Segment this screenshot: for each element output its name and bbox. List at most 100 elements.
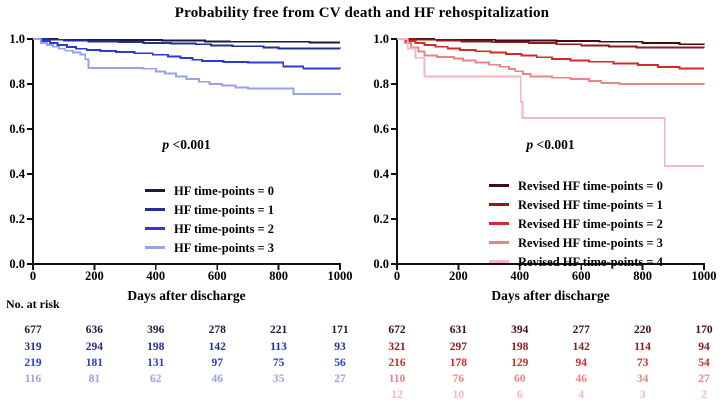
risk-count: 198 [511, 340, 529, 353]
legend-label: HF time-points = 0 [174, 183, 275, 198]
legend-label: Revised HF time-points = 4 [518, 254, 663, 269]
legend-line-swatch [145, 246, 165, 249]
legend-label: HF time-points = 1 [174, 202, 275, 217]
risk-count: 294 [85, 340, 104, 353]
legend-line-swatch [145, 227, 165, 230]
risk-count: 46 [211, 373, 223, 385]
risk-count: 97 [211, 357, 223, 369]
risk-count: 54 [698, 357, 710, 369]
risk-count: 3 [639, 389, 646, 401]
x-axis-title: Days after discharge [491, 288, 610, 303]
legend-label: HF time-points = 3 [174, 240, 275, 255]
risk-count: 142 [208, 340, 226, 353]
risk-count: 62 [150, 373, 162, 385]
risk-count: 56 [334, 357, 346, 369]
risk-count: 297 [449, 340, 468, 353]
legend-item: Revised HF time-points = 0 [489, 176, 663, 195]
y-tick-label: 0.6 [373, 122, 389, 136]
km-curve-right-3 [397, 38, 705, 85]
risk-count: 277 [572, 324, 590, 336]
km-curve-left-1 [33, 38, 341, 50]
risk-count: 142 [572, 340, 590, 353]
plot-area-right [391, 38, 705, 270]
risk-count: 221 [269, 324, 288, 336]
legend-label: Revised HF time-points = 1 [518, 197, 663, 212]
x-tick-label: 200 [449, 269, 468, 283]
risk-count: 129 [511, 357, 529, 369]
risk-count: 677 [24, 324, 42, 336]
legend-line-swatch [489, 184, 509, 187]
x-tick-label: 400 [510, 269, 530, 283]
y-tick-label: 0.0 [9, 257, 25, 271]
risk-count: 278 [208, 324, 226, 336]
legend-item: Revised HF time-points = 1 [489, 195, 663, 214]
y-tick-label: 0.2 [9, 212, 25, 226]
legend-item: Revised HF time-points = 2 [489, 214, 663, 233]
km-curve-right-2 [397, 38, 704, 70]
risk-count: 10 [452, 389, 465, 401]
x-tick-label: 1000 [691, 269, 717, 283]
risk-count: 27 [698, 373, 710, 385]
x-tick-label: 0 [29, 269, 37, 283]
x-tick-label: 800 [269, 269, 288, 283]
risk-count: 110 [388, 373, 406, 385]
legend-left: HF time-points = 0 HF time-points = 1 HF t… [145, 181, 274, 257]
risk-count: 34 [636, 373, 649, 385]
x-tick-label: 200 [85, 269, 104, 283]
y-tick-label: 0.0 [373, 257, 389, 271]
y-tick-label: 1.0 [373, 32, 389, 46]
legend-label: HF time-points = 2 [174, 221, 275, 236]
legend-line-swatch [489, 260, 509, 263]
legend-label: Revised HF time-points = 3 [518, 235, 663, 250]
p-value-annotation: p <0.001 [491, 137, 611, 153]
p-value-italic-p: p [162, 137, 170, 152]
risk-count: 216 [388, 357, 406, 369]
risk-count: 220 [633, 324, 652, 336]
risk-count: 60 [514, 373, 526, 385]
x-tick-label: 800 [633, 269, 652, 283]
risk-count: 94 [575, 357, 587, 369]
y-tick-label: 1.0 [9, 32, 25, 46]
legend-label: Revised HF time-points = 0 [518, 178, 663, 193]
legend-item: HF time-points = 0 [145, 181, 274, 200]
legend-item: HF time-points = 1 [145, 200, 274, 219]
x-tick-label: 400 [146, 269, 166, 283]
risk-count: 171 [331, 324, 349, 336]
risk-count: 81 [88, 373, 101, 385]
risk-count: 116 [24, 373, 42, 385]
risk-count: 12 [391, 389, 403, 401]
p-value-italic-p: p [526, 137, 534, 152]
risk-count: 396 [147, 324, 165, 336]
risk-count: 198 [147, 340, 165, 353]
risk-count: 321 [388, 340, 406, 353]
risk-count: 114 [634, 340, 651, 353]
risk-count: 170 [695, 324, 713, 336]
km-curve-right-4 [397, 38, 704, 168]
x-tick-label: 600 [571, 269, 591, 283]
risk-count: 319 [24, 340, 42, 353]
risk-count: 636 [85, 324, 104, 336]
legend-line-swatch [145, 208, 165, 211]
no-at-risk-label: No. at risk [6, 297, 60, 311]
risk-count: 219 [24, 357, 42, 369]
risk-count: 76 [452, 373, 465, 385]
risk-count: 631 [449, 324, 468, 336]
y-tick-label: 0.4 [9, 167, 25, 181]
risk-count: 35 [272, 373, 285, 385]
y-tick-label: 0.8 [373, 77, 389, 91]
risk-count: 131 [147, 357, 165, 369]
legend-line-swatch [489, 203, 509, 206]
x-axis-title: Days after discharge [127, 288, 246, 303]
legend-right: Revised HF time-points = 0 Revised HF tim… [489, 176, 663, 271]
legend-item: Revised HF time-points = 3 [489, 233, 663, 252]
legend-item: HF time-points = 3 [145, 238, 274, 257]
legend-item: HF time-points = 2 [145, 219, 274, 238]
risk-count: 672 [388, 324, 406, 336]
km-curve-left-3 [33, 38, 341, 96]
chart-title: Probability free from CV death and HF re… [174, 5, 550, 21]
legend-item: Revised HF time-points = 4 [489, 252, 663, 271]
legend-line-swatch [489, 241, 509, 244]
risk-count: 6 [516, 389, 523, 401]
km-curve-left-2 [33, 38, 341, 70]
